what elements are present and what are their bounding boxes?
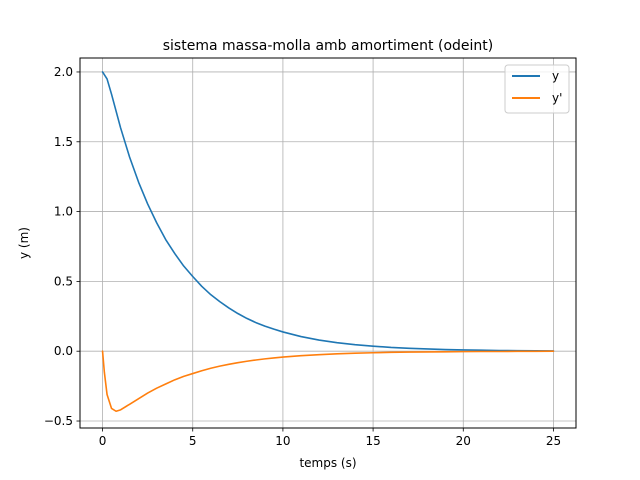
legend: y y' [504, 64, 570, 114]
ticks: 0 5 10 15 20 25 −0.5 0.0 0.5 1.0 1.5 2.0 [44, 65, 561, 448]
y-tick-label: 0.0 [54, 344, 73, 358]
x-tick-label: 0 [99, 434, 107, 448]
grid [80, 58, 576, 428]
legend-label-y: y [552, 69, 559, 83]
y-tick-label: 2.0 [54, 65, 73, 79]
x-tick-label: 25 [546, 434, 561, 448]
x-tick-label: 10 [275, 434, 290, 448]
y-tick-label: −0.5 [44, 414, 73, 428]
y-tick-label: 1.5 [54, 135, 73, 149]
plot-frame [79, 57, 577, 429]
x-tick-label: 15 [365, 434, 380, 448]
x-tick-label: 5 [189, 434, 197, 448]
x-axis-title: temps (s) [299, 456, 356, 470]
series-line-y-prime [101, 350, 555, 413]
series-line-y [101, 71, 555, 352]
x-tick-label: 20 [456, 434, 471, 448]
y-axis-title: y (m) [17, 227, 31, 259]
y-tick-label: 1.0 [54, 205, 73, 219]
legend-box [504, 64, 570, 114]
y-tick-label: 0.5 [54, 274, 73, 288]
series-layer [101, 71, 555, 413]
chart-title: sistema massa-molla amb amortiment (odei… [163, 38, 493, 54]
plot-area [80, 58, 576, 428]
legend-label-y-prime: y' [552, 91, 562, 105]
